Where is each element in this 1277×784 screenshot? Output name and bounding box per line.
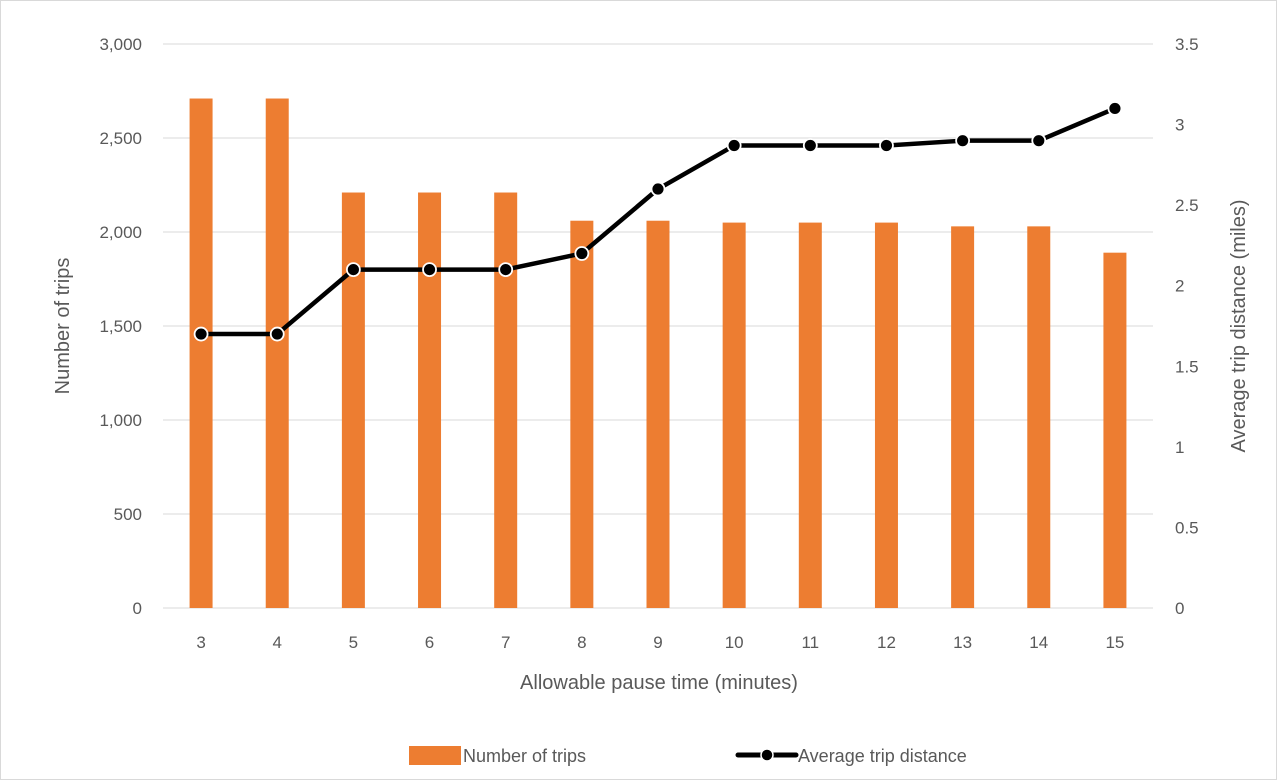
- bar-series-number-of-trips: [189, 98, 1127, 609]
- x-tick-label: 11: [801, 633, 819, 652]
- y2-tick-label: 1.5: [1175, 357, 1199, 376]
- x-axis-title: Allowable pause time (minutes): [520, 672, 798, 694]
- bar-number-of-trips: [418, 192, 442, 608]
- y-tick-label: 0: [133, 599, 142, 618]
- bar-number-of-trips: [951, 226, 975, 609]
- line-series-average-trip-distance: [193, 101, 1123, 342]
- bar-number-of-trips: [341, 192, 365, 608]
- x-tick-label: 7: [501, 633, 510, 652]
- x-tick-label: 14: [1029, 633, 1048, 652]
- point-average-trip-distance: [193, 326, 209, 342]
- bar-number-of-trips: [722, 222, 746, 608]
- right-axis-ticks: 0 0.5 1 1.5 2 2.5 3 3.5: [1175, 35, 1199, 618]
- y-tick-label: 1,500: [99, 317, 142, 336]
- y2-tick-label: 0: [1175, 599, 1184, 618]
- point-average-trip-distance: [1031, 133, 1047, 149]
- point-average-trip-distance: [498, 262, 514, 278]
- y-tick-label: 1,000: [99, 411, 142, 430]
- legend-label-number-of-trips: Number of trips: [463, 746, 586, 766]
- x-tick-label: 13: [953, 633, 972, 652]
- x-axis-ticks: 3 4 5 6 7 8 9 10 11 12 13 14 15: [196, 633, 1124, 652]
- y2-tick-label: 3: [1175, 116, 1184, 135]
- y-tick-label: 2,500: [99, 129, 142, 148]
- bar-number-of-trips: [798, 222, 822, 608]
- point-average-trip-distance: [650, 181, 666, 197]
- left-axis-ticks: 0 500 1,000 1,500 2,000 2,500 3,000: [99, 35, 142, 618]
- bar-number-of-trips: [494, 192, 518, 608]
- point-average-trip-distance: [726, 138, 742, 153]
- point-average-trip-distance: [574, 246, 590, 261]
- y-tick-label: 2,000: [99, 223, 142, 242]
- y2-axis-title: Average trip distance (miles): [1228, 199, 1250, 452]
- point-average-trip-distance: [802, 138, 818, 153]
- bar-number-of-trips: [874, 222, 898, 608]
- bar-number-of-trips: [1027, 226, 1051, 609]
- point-average-trip-distance: [879, 138, 894, 153]
- y-tick-label: 3,000: [99, 35, 142, 54]
- bar-number-of-trips: [1103, 252, 1127, 608]
- legend-label-average-trip-distance: Average trip distance: [798, 746, 967, 766]
- point-average-trip-distance: [269, 326, 285, 342]
- y2-tick-label: 3.5: [1175, 35, 1199, 54]
- x-tick-label: 4: [272, 633, 281, 652]
- bar-number-of-trips: [570, 220, 594, 608]
- bar-number-of-trips: [646, 220, 670, 608]
- legend-marker-average-trip-distance: [760, 748, 774, 762]
- y-tick-label: 500: [114, 505, 142, 524]
- x-tick-label: 3: [196, 633, 205, 652]
- x-tick-label: 15: [1105, 633, 1124, 652]
- x-tick-label: 8: [577, 633, 586, 652]
- point-average-trip-distance: [955, 133, 971, 149]
- y2-tick-label: 1: [1175, 438, 1184, 457]
- x-tick-label: 5: [349, 633, 358, 652]
- x-tick-label: 9: [653, 633, 662, 652]
- x-tick-label: 10: [725, 633, 744, 652]
- point-average-trip-distance: [422, 262, 437, 278]
- bar-number-of-trips: [189, 98, 213, 609]
- point-average-trip-distance: [345, 262, 361, 278]
- point-average-trip-distance: [1107, 101, 1123, 116]
- bar-number-of-trips: [265, 98, 289, 609]
- y2-tick-label: 0.5: [1175, 518, 1199, 537]
- legend: Number of trips Average trip distance: [409, 746, 967, 766]
- x-tick-label: 6: [425, 633, 434, 652]
- x-tick-label: 12: [877, 633, 896, 652]
- y-axis-title: Number of trips: [52, 258, 74, 395]
- y2-tick-label: 2: [1175, 277, 1184, 296]
- legend-swatch-number-of-trips: [409, 746, 461, 765]
- y2-tick-label: 2.5: [1175, 196, 1199, 215]
